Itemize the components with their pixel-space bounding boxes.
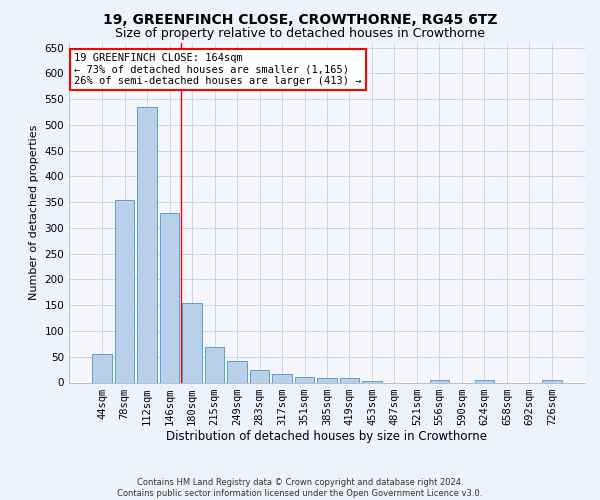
Bar	[542, 380, 562, 382]
Bar	[272, 374, 292, 382]
Bar	[430, 380, 449, 382]
Bar	[182, 302, 202, 382]
Bar	[205, 348, 224, 382]
Text: Size of property relative to detached houses in Crowthorne: Size of property relative to detached ho…	[115, 28, 485, 40]
Bar	[92, 354, 112, 382]
Y-axis label: Number of detached properties: Number of detached properties	[29, 125, 39, 300]
Text: Contains HM Land Registry data © Crown copyright and database right 2024.
Contai: Contains HM Land Registry data © Crown c…	[118, 478, 482, 498]
Text: 19, GREENFINCH CLOSE, CROWTHORNE, RG45 6TZ: 19, GREENFINCH CLOSE, CROWTHORNE, RG45 6…	[103, 12, 497, 26]
Bar	[295, 378, 314, 382]
Bar	[340, 378, 359, 382]
Bar	[227, 361, 247, 382]
Bar	[475, 380, 494, 382]
Bar	[250, 370, 269, 382]
Text: 19 GREENFINCH CLOSE: 164sqm
← 73% of detached houses are smaller (1,165)
26% of : 19 GREENFINCH CLOSE: 164sqm ← 73% of det…	[74, 52, 362, 86]
Bar	[362, 381, 382, 382]
Bar	[137, 107, 157, 382]
Bar	[115, 200, 134, 382]
Bar	[160, 212, 179, 382]
X-axis label: Distribution of detached houses by size in Crowthorne: Distribution of detached houses by size …	[167, 430, 487, 444]
Bar	[317, 378, 337, 382]
